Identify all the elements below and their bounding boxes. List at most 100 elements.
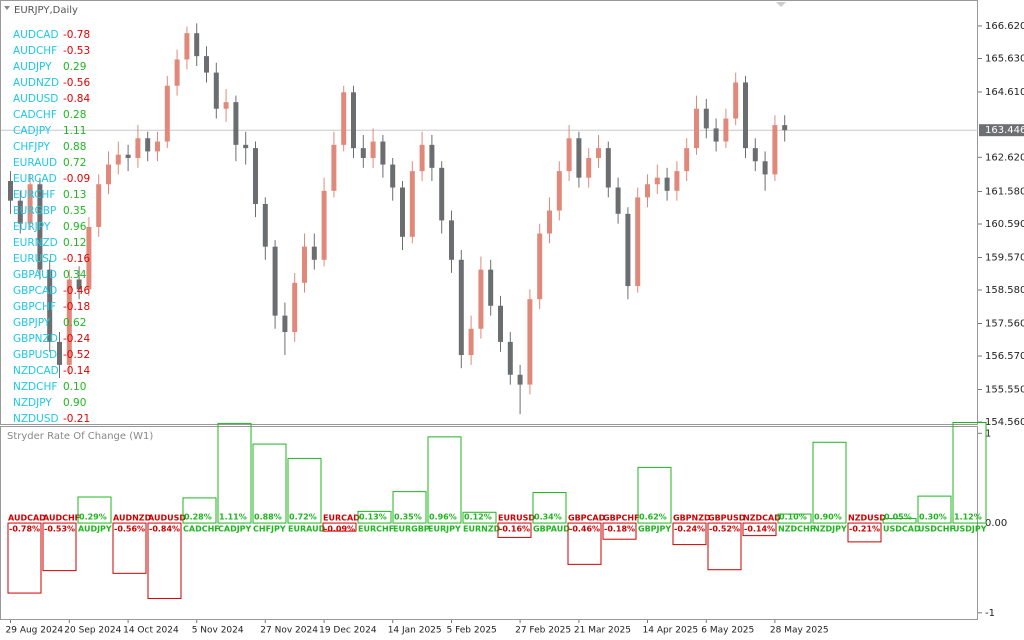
x-tick-label: 28 May 2025	[770, 626, 829, 636]
chart-title: EURJPY,Daily	[14, 5, 78, 16]
candle-body	[694, 108, 699, 149]
candle-body	[57, 341, 62, 365]
candle-body	[498, 305, 503, 342]
x-tick-label: 29 Aug 2024	[6, 626, 64, 636]
x-tick-label: 21 Mar 2025	[574, 626, 631, 636]
bar-value-label: 0.90%	[814, 513, 842, 522]
pair-value: 0.28	[63, 109, 86, 121]
candle-body	[527, 299, 533, 385]
pair-name: AUDJPY	[13, 61, 52, 73]
candle-body	[596, 148, 601, 158]
y-tick-label: 161.580	[985, 186, 1024, 197]
x-tick-label: 14 Apr 2025	[643, 626, 699, 636]
candle-body	[654, 177, 660, 185]
candle-body	[782, 125, 788, 131]
x-tick-label: 27 Nov 2024	[260, 626, 318, 636]
bar-pair-label: AUDJPY	[78, 525, 112, 534]
x-tick-label: 14 Jan 2025	[388, 626, 442, 636]
bar-value-label: -0.46%	[569, 525, 600, 534]
candle-body	[664, 177, 670, 191]
bar-value-label: -0.14%	[744, 525, 775, 534]
bar-value-label: -0.16%	[499, 525, 530, 534]
x-tick-label: 27 Feb 2025	[515, 626, 571, 636]
candle-body	[164, 85, 170, 142]
pair-value: -0.14	[63, 365, 90, 377]
roc-bar	[952, 422, 987, 524]
candle-body	[370, 141, 376, 158]
menu-arrow[interactable]	[4, 6, 10, 10]
candle-body	[703, 108, 709, 129]
pair-value: 0.13	[63, 189, 86, 201]
candle-body	[194, 33, 200, 57]
bar-pair-label: AUDCHF	[43, 514, 80, 523]
roc-bar	[532, 492, 567, 524]
pair-name: EURCHF	[13, 189, 55, 201]
bar-pair-label: GBPCHF	[603, 514, 640, 523]
bar-pair-label: NZDCAD	[743, 514, 781, 523]
bar-pair-label: GBPUSD	[708, 514, 746, 523]
pair-value: 0.90	[63, 397, 86, 409]
bar-value-label: 0.96%	[429, 513, 457, 522]
pair-value: 0.12	[63, 237, 86, 249]
pair-name: GBPNZD	[13, 333, 58, 345]
candle-body	[478, 269, 484, 329]
bar-pair-label: USDJPY	[953, 525, 987, 534]
current-price-box	[979, 124, 1024, 137]
candle-body	[743, 82, 748, 149]
pair-name: EURJPY	[13, 221, 51, 233]
bar-pair-label: GBPAUD	[533, 525, 570, 534]
bar-pair-label: AUDNZD	[113, 514, 152, 523]
candle-body	[27, 184, 33, 224]
bar-pair-label: AUDUSD	[148, 514, 186, 523]
pair-value: 0.62	[63, 317, 86, 329]
x-tick-label: 5 Feb 2025	[447, 626, 497, 636]
candle-body	[458, 259, 464, 356]
candle-body	[733, 82, 739, 119]
pair-value: -0.52	[63, 349, 90, 361]
bar-pair-label: EURCHF	[358, 525, 394, 534]
candle-body	[400, 187, 405, 237]
pair-name: CADJPY	[13, 125, 52, 137]
roc-bar	[427, 436, 462, 524]
bar-pair-label: USDCAD	[883, 525, 921, 534]
candle-body	[576, 138, 582, 178]
roc-bar	[707, 522, 742, 571]
y-tick-label: 157.560	[985, 319, 1024, 330]
y-tick-label: 1	[985, 428, 991, 439]
candle-body	[272, 246, 278, 316]
pair-name: GBPAUD	[13, 269, 57, 281]
roc-bar	[462, 511, 497, 524]
pair-name: CHFJPY	[13, 141, 50, 153]
bar-pair-label: EURJPY	[428, 525, 461, 534]
roc-bar	[742, 522, 777, 537]
pair-name: EURGBP	[13, 205, 56, 217]
bar-pair-label: AUDCAD	[8, 514, 46, 523]
shift-marker	[776, 2, 786, 7]
bar-pair-label: EURNZD	[463, 525, 501, 534]
pair-value: 0.34	[63, 269, 87, 281]
candle-body	[605, 148, 611, 188]
pair-name: GBPCAD	[13, 285, 57, 297]
roc-bar	[322, 522, 357, 532]
pair-name: CADCHF	[13, 109, 57, 121]
candle-body	[125, 154, 131, 158]
candle-body	[213, 72, 219, 109]
candle-body	[439, 167, 445, 221]
bar-pair-label: EURUSD	[498, 514, 535, 523]
pair-value: 0.96	[63, 221, 87, 233]
bar-value-label: 0.13%	[359, 513, 387, 522]
y-tick-label: 162.620	[985, 152, 1024, 163]
bar-value-label: -0.84%	[149, 525, 180, 534]
candle-body	[233, 102, 239, 145]
candle-body	[115, 154, 121, 165]
candle-body	[517, 374, 523, 385]
candle-body	[674, 171, 680, 191]
pair-name: AUDCAD	[13, 29, 59, 41]
candle-body	[96, 184, 102, 227]
roc-bar	[147, 522, 182, 599]
candle-body	[253, 148, 258, 204]
candle-body	[449, 220, 454, 260]
bar-value-label: 0.62%	[639, 513, 667, 522]
pair-value: 0.29	[63, 61, 86, 73]
